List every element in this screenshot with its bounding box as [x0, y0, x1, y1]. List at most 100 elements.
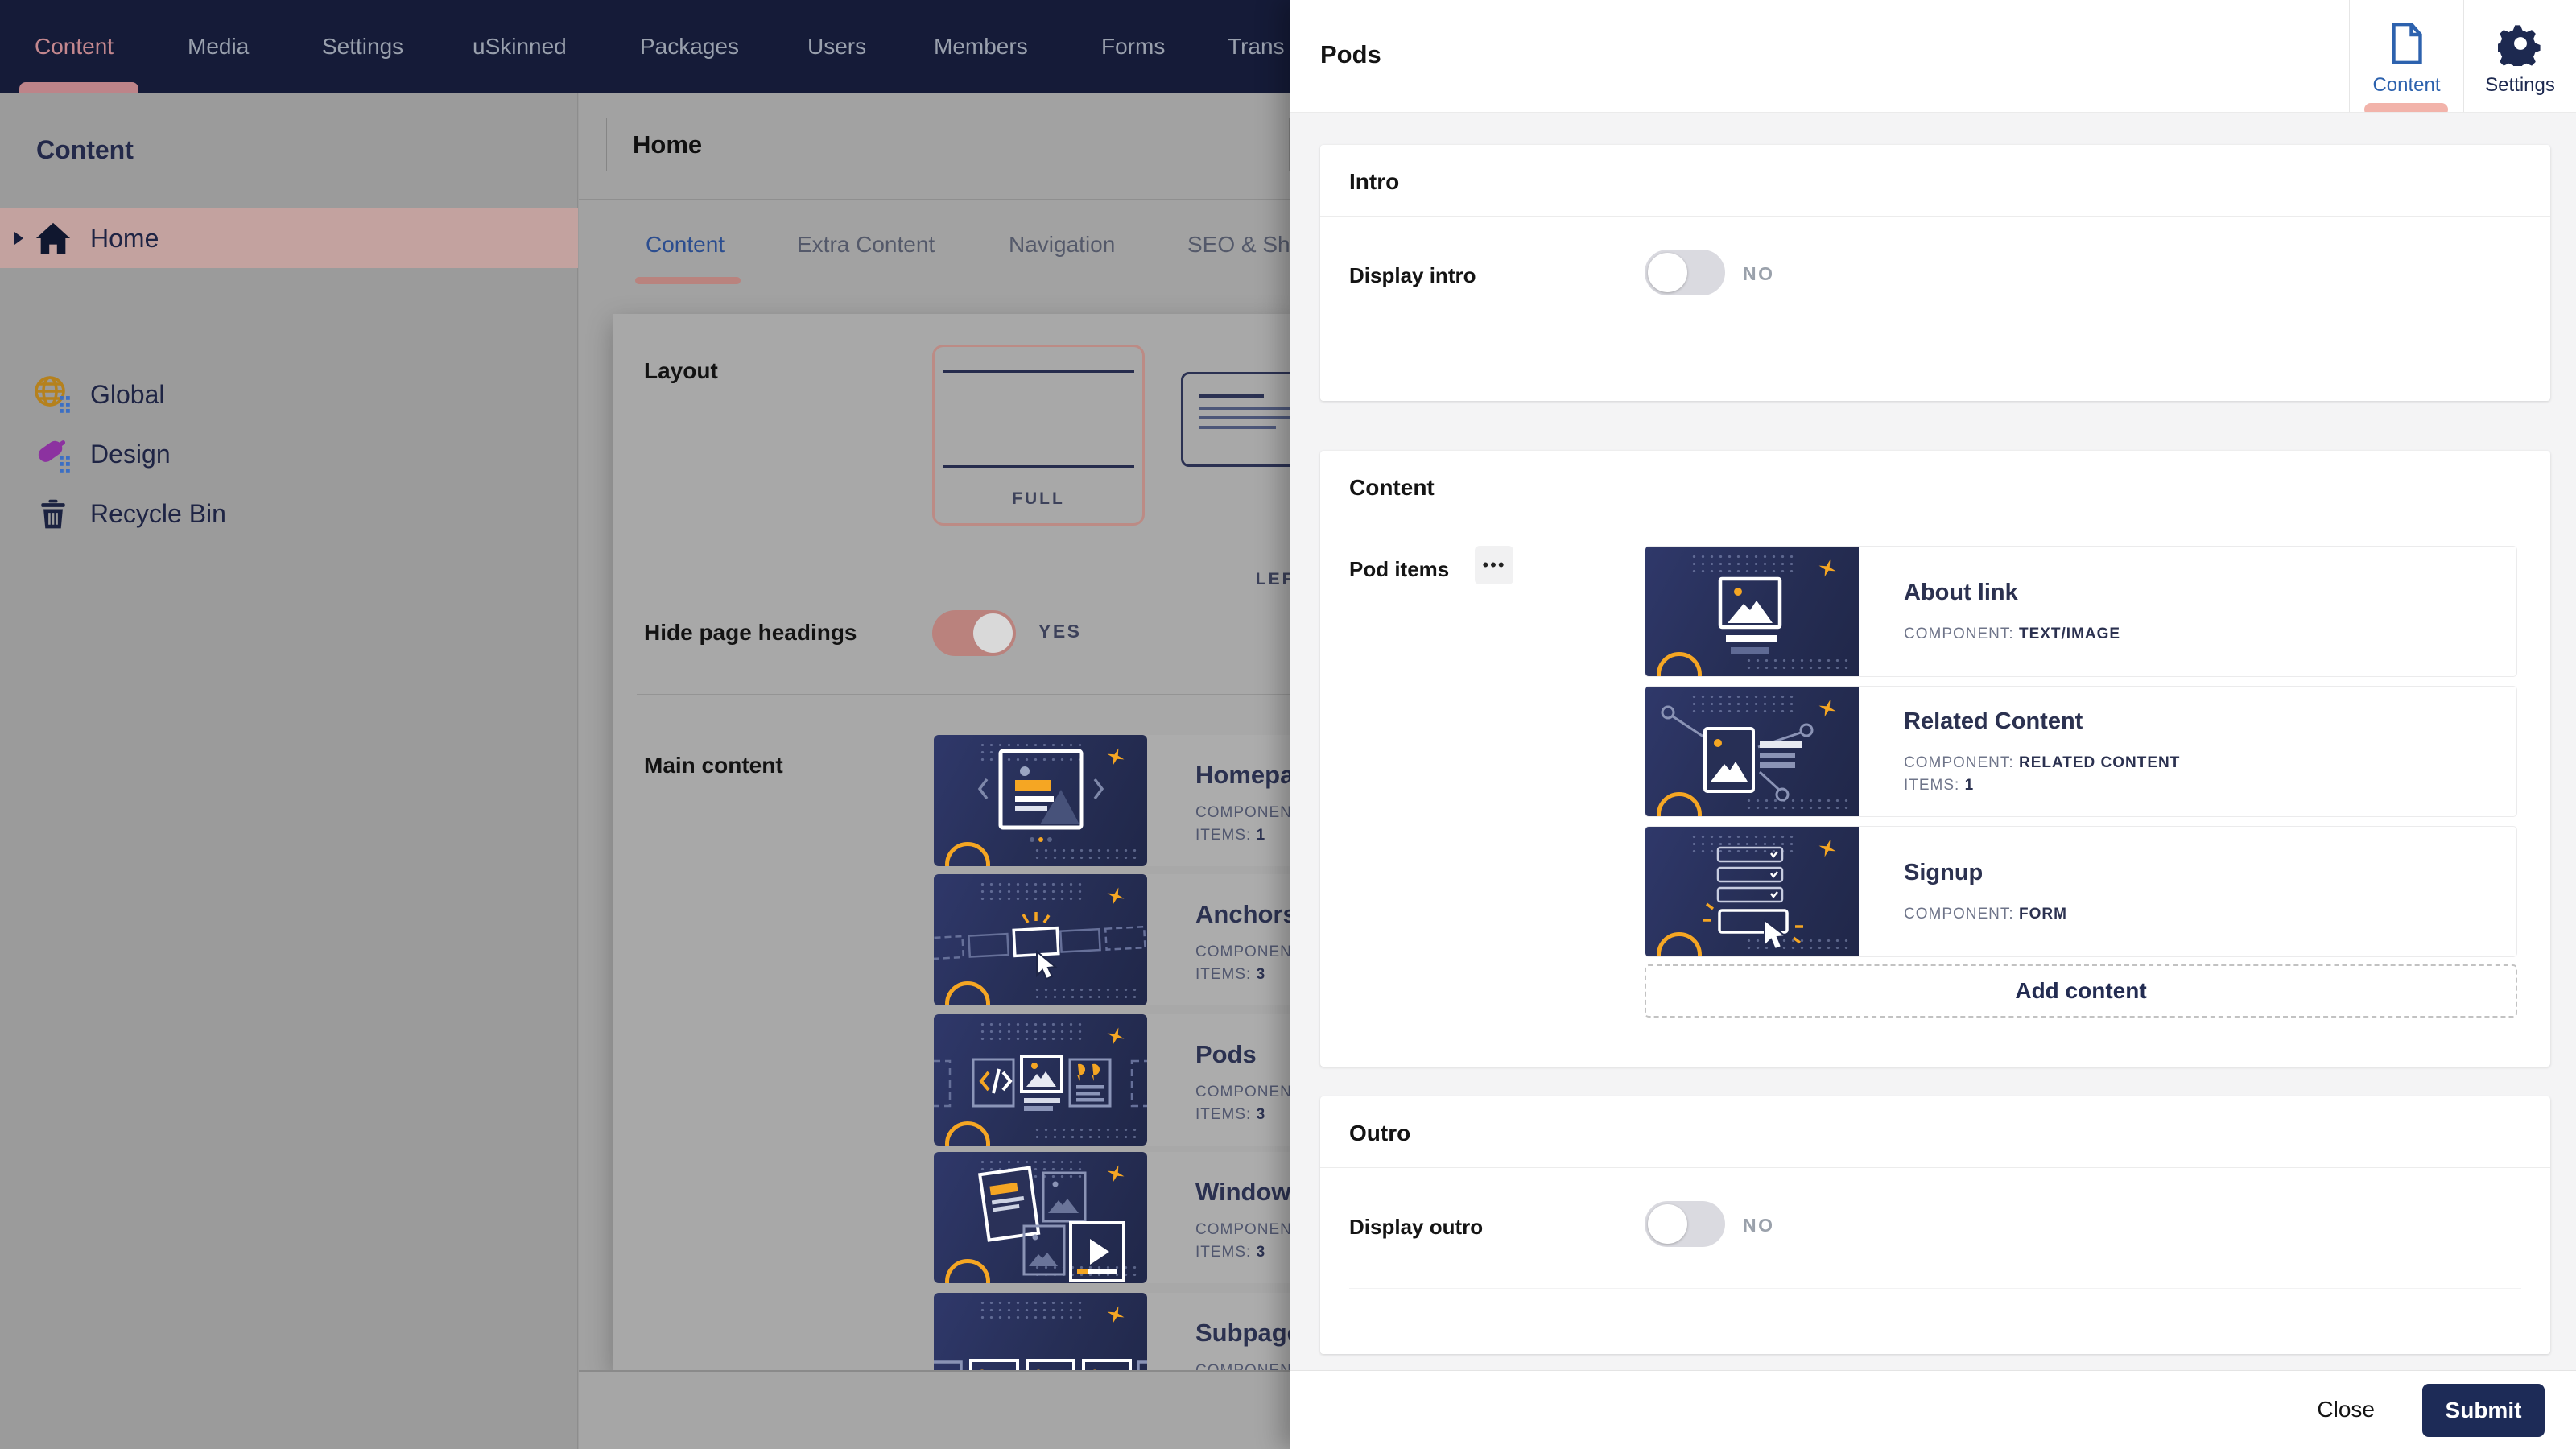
- pod-item-about-link[interactable]: About link COMPONENT: TEXT/IMAGE: [1645, 546, 2517, 677]
- row-component: COMPONENT:: [1195, 804, 1290, 821]
- pod-item-title: Related Content: [1904, 708, 2083, 734]
- tree-item-label: Global: [90, 379, 165, 409]
- nav-item-users[interactable]: Users: [807, 34, 867, 59]
- panel-tab-settings[interactable]: Settings: [2463, 0, 2576, 112]
- toggle-state-label: NO: [1743, 263, 1775, 284]
- display-intro-toggle[interactable]: [1645, 250, 1725, 295]
- pod-item-signup[interactable]: Signup COMPONENT: FORM: [1645, 826, 2517, 957]
- content-tree-sidebar: Content Home: [0, 93, 578, 1449]
- editor-tab-seo[interactable]: SEO & Sh: [1187, 232, 1290, 257]
- nav-item-settings[interactable]: Settings: [322, 34, 404, 59]
- main-content-row-homepage[interactable]: Homepage COMPONENT: ITEMS: 1: [934, 735, 1290, 866]
- top-navigation: Content Media Settings uSkinned Packages…: [0, 0, 1290, 93]
- editor-content-card: Layout FULL LEFT Hide page headings YES …: [613, 314, 1290, 1370]
- toggle-knob: [1648, 1204, 1687, 1244]
- form-thumbnail: [1645, 827, 1859, 956]
- layout-field-label: Layout: [644, 358, 718, 383]
- row-title: Anchors: [1195, 900, 1290, 928]
- paint-icon: [32, 433, 74, 475]
- panel-footer: Close Submit: [1290, 1370, 2576, 1449]
- editor-tab-extra-content[interactable]: Extra Content: [797, 232, 935, 257]
- pods-thumbnail: [934, 1014, 1147, 1146]
- add-content-button[interactable]: Add content: [1645, 964, 2517, 1018]
- pod-item-title: About link: [1904, 580, 2018, 605]
- text-image-thumbnail: [1645, 547, 1859, 676]
- row-items: ITEMS: 3: [1195, 966, 1266, 983]
- panel-tab-label: Content: [2372, 74, 2441, 96]
- tree-item-label: Recycle Bin: [90, 498, 226, 528]
- row-items: ITEMS: 1: [1195, 827, 1266, 844]
- pod-item-items: ITEMS: 1: [1904, 777, 1975, 794]
- editor-tab-content[interactable]: Content: [646, 232, 725, 257]
- display-intro-label: Display intro: [1349, 263, 1476, 287]
- panel-tab-content[interactable]: Content: [2349, 0, 2463, 112]
- row-items: ITEMS: 3: [1195, 1106, 1266, 1123]
- document-icon: [2350, 19, 2463, 68]
- toggle-knob: [1648, 253, 1687, 292]
- hide-headings-label: Hide page headings: [644, 620, 857, 645]
- nav-item-packages[interactable]: Packages: [640, 34, 739, 59]
- active-tab-indicator: [635, 277, 741, 284]
- pod-item-component: COMPONENT: FORM: [1904, 906, 2067, 923]
- pod-item-title: Signup: [1904, 860, 1984, 886]
- divider: [637, 694, 1290, 695]
- panel-header: Pods Content Settings: [1290, 0, 2576, 113]
- active-panel-tab-indicator: [2364, 103, 2448, 112]
- panel-title: Pods: [1320, 40, 1381, 68]
- editor-tab-navigation[interactable]: Navigation: [1009, 232, 1116, 257]
- layout-option-label: FULL: [1012, 489, 1065, 508]
- row-component: COMPONENT:: [1195, 1362, 1290, 1370]
- hide-headings-toggle[interactable]: [932, 610, 1016, 656]
- anchors-thumbnail: [934, 874, 1147, 1005]
- backdrop-app: Content Media Settings uSkinned Packages…: [0, 0, 1290, 1449]
- nav-item-content[interactable]: Content: [35, 34, 114, 59]
- panel-tab-label: Settings: [2485, 74, 2555, 96]
- toggle-state-label: NO: [1743, 1215, 1775, 1236]
- pod-item-related-content[interactable]: Related Content COMPONENT: RELATED CONTE…: [1645, 686, 2517, 817]
- outro-heading: Outro: [1349, 1121, 1411, 1146]
- close-button[interactable]: Close: [2317, 1397, 2375, 1422]
- tree-item-label: Home: [90, 223, 159, 253]
- main-content-row-windows[interactable]: Windows COMPONENT: ITEMS: 3: [934, 1152, 1290, 1283]
- divider: [1320, 216, 2550, 217]
- row-title: Windows: [1195, 1178, 1290, 1206]
- nav-item-media[interactable]: Media: [188, 34, 250, 59]
- nav-item-members[interactable]: Members: [934, 34, 1028, 59]
- pod-items-label: Pod items: [1349, 557, 1450, 581]
- layout-option-left[interactable]: [1181, 372, 1290, 467]
- display-outro-toggle[interactable]: [1645, 1201, 1725, 1247]
- page-name-field[interactable]: Home: [606, 118, 1290, 171]
- main-content-row-pods[interactable]: Pods COMPONENT: ITEMS: 3: [934, 1014, 1290, 1146]
- tree-section-heading: Content: [36, 135, 134, 164]
- page-name-value: Home: [633, 130, 703, 159]
- gear-icon: [2464, 19, 2576, 68]
- row-component: COMPONENT:: [1195, 1084, 1290, 1100]
- tree-item-design[interactable]: Design: [0, 424, 578, 484]
- related-content-thumbnail: [1645, 687, 1859, 816]
- submit-button[interactable]: Submit: [2422, 1384, 2545, 1437]
- expand-caret-icon[interactable]: [14, 232, 23, 245]
- outro-section-card: Outro Display outro NO: [1320, 1096, 2550, 1354]
- layout-option-label: LEFT: [1255, 570, 1290, 588]
- nav-item-forms[interactable]: Forms: [1101, 34, 1166, 59]
- row-title: Subpages: [1195, 1319, 1290, 1347]
- tree-item-home[interactable]: Home: [0, 208, 578, 268]
- tree-item-recycle-bin[interactable]: Recycle Bin: [0, 484, 578, 543]
- pod-items-more-button[interactable]: •••: [1475, 546, 1513, 584]
- active-nav-indicator: [19, 82, 138, 93]
- nav-item-translation[interactable]: Trans: [1228, 34, 1285, 59]
- trash-icon: [32, 493, 74, 535]
- display-outro-label: Display outro: [1349, 1215, 1484, 1239]
- row-items: ITEMS: 3: [1195, 1244, 1266, 1261]
- editor-footer-bar: [579, 1370, 1290, 1449]
- subpages-thumbnail: [934, 1293, 1147, 1370]
- tree-item-global[interactable]: Global: [0, 365, 578, 424]
- row-component: COMPONENT:: [1195, 943, 1290, 960]
- layout-option-full[interactable]: FULL: [932, 345, 1145, 526]
- content-heading: Content: [1349, 475, 1435, 500]
- nav-item-uskinned[interactable]: uSkinned: [473, 34, 567, 59]
- main-content-row-subpages[interactable]: Subpages COMPONENT:: [934, 1293, 1290, 1370]
- main-content-row-anchors[interactable]: Anchors COMPONENT: ITEMS: 3: [934, 874, 1290, 1005]
- pod-item-component: COMPONENT: TEXT/IMAGE: [1904, 625, 2121, 642]
- content-section-card: Content Pod items ••• About lin: [1320, 451, 2550, 1067]
